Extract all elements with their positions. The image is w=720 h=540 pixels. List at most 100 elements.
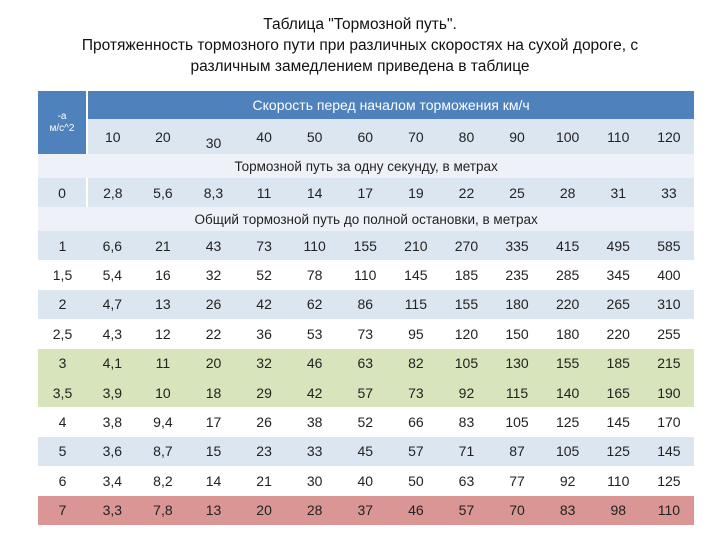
distance-cell: 29: [238, 377, 290, 408]
distance-cell: 66: [390, 407, 442, 437]
distance-cell: 155: [441, 289, 492, 320]
speed-header: Скорость перед началом торможения км/ч: [87, 91, 695, 119]
distance-cell: 215: [643, 348, 695, 378]
distance-cell: 170: [643, 407, 695, 437]
distance-cell: 3,8: [87, 407, 138, 437]
distance-cell: 30: [289, 466, 340, 496]
table-row: 2 4,7 13 26 42 62 86 115 155 180 220 265 310: [38, 289, 695, 320]
distance-cell: 125: [542, 407, 593, 437]
distance-cell: 4,1: [87, 348, 138, 378]
distance-cell: 120: [441, 319, 492, 349]
distance-cell: 38: [289, 407, 340, 437]
distance-cell: 265: [592, 289, 644, 320]
table-row: 6 3,4 8,2 14 21 30 40 50 63 77 92 110 125: [38, 466, 695, 496]
distance-cell: 77: [491, 466, 543, 496]
distance-cell: 185: [441, 260, 492, 290]
deceleration-header-unit: м/с^2: [49, 122, 75, 134]
distance-cell: 57: [390, 436, 442, 467]
distance-cell: 50: [390, 466, 442, 496]
distance-cell: 115: [390, 289, 442, 320]
per-second-row: 0 2,8 5,6 8,3 11 14 17 19 22 25 28 31 33: [38, 178, 695, 207]
distance-cell: 125: [643, 466, 695, 496]
speed-cell: 100: [542, 119, 593, 154]
deceleration-cell: 1,5: [38, 260, 87, 290]
distance-cell: 42: [289, 377, 340, 408]
distance-cell: 8,7: [137, 436, 189, 467]
distance-cell: 33: [289, 436, 340, 467]
distance-cell: 46: [390, 495, 442, 525]
distance-cell: 150: [491, 319, 543, 349]
distance-cell: 155: [339, 231, 391, 261]
per-second-caption: Тормозной путь за одну секунду, в метрах: [38, 154, 695, 178]
distance-cell: 17: [188, 407, 239, 437]
distance-cell: 10: [137, 377, 189, 408]
distance-cell: 345: [592, 260, 644, 290]
distance-cell: 155: [542, 348, 593, 378]
distance-cell: 140: [542, 377, 593, 408]
distance-cell: 36: [238, 319, 290, 349]
distance-cell: 285: [542, 260, 593, 290]
deceleration-header-symbol: -a: [57, 110, 67, 122]
distance-cell: 4,3: [87, 319, 138, 349]
table-row: 5 3,6 8,7 15 23 33 45 57 71 87 105 125 145: [38, 436, 695, 467]
distance-cell: 235: [491, 260, 543, 290]
distance-cell: 22: [441, 178, 492, 207]
distance-cell: 43: [188, 231, 239, 261]
distance-cell: 105: [441, 348, 492, 378]
distance-cell: 45: [339, 436, 391, 467]
distance-cell: 3,3: [87, 495, 138, 525]
distance-cell: 180: [542, 319, 593, 349]
distance-cell: 105: [491, 407, 543, 437]
distance-cell: 185: [592, 348, 644, 378]
braking-distance-table: -a м/с^2 Скорость перед началом торможен…: [38, 91, 695, 525]
distance-cell: 20: [238, 495, 290, 525]
distance-cell: 83: [542, 495, 593, 525]
distance-cell: 14: [188, 466, 239, 496]
table-row: 2,5 4,3 12 22 36 53 73 95 120 150 180 220 255: [38, 319, 695, 349]
distance-cell: 335: [491, 231, 543, 261]
title-line-3: различным замедлением приведена в таблиц…: [190, 58, 530, 75]
distance-cell: 92: [441, 377, 492, 408]
table-row: 3 4,1 11 20 32 46 63 82 105 130 155 185 215: [38, 348, 695, 378]
distance-cell: 310: [643, 289, 695, 320]
distance-cell: 71: [441, 436, 492, 467]
distance-cell: 270: [441, 231, 492, 261]
distance-cell: 11: [238, 178, 290, 207]
distance-cell: 7,8: [137, 495, 189, 525]
distance-cell: 220: [542, 289, 593, 320]
distance-cell: 16: [137, 260, 189, 290]
distance-cell: 255: [643, 319, 695, 349]
distance-cell: 37: [339, 495, 391, 525]
distance-cell: 26: [188, 289, 239, 320]
table-row: 1,5 5,4 16 32 52 78 110 145 185 235 285 345 400: [38, 260, 695, 290]
distance-cell: 105: [542, 436, 593, 467]
distance-cell: 18: [188, 377, 239, 408]
distance-cell: 145: [592, 407, 644, 437]
distance-cell: 5,4: [87, 260, 138, 290]
distance-cell: 145: [643, 436, 695, 467]
title-line-2: Протяженность тормозного пути при различ…: [81, 37, 639, 54]
page-title: Таблица "Тормозной путь". Протяженность …: [0, 14, 720, 77]
distance-cell: 12: [137, 319, 189, 349]
distance-cell: 63: [441, 466, 492, 496]
speed-cell: 20: [137, 119, 189, 154]
speed-cell: 90: [491, 119, 543, 154]
distance-cell: 210: [390, 231, 442, 261]
distance-cell: 28: [542, 178, 593, 207]
distance-cell: 110: [643, 495, 695, 525]
speed-cell: 70: [390, 119, 442, 154]
distance-cell: 87: [491, 436, 543, 467]
distance-cell: 6,6: [87, 231, 138, 261]
distance-cell: 28: [289, 495, 340, 525]
distance-cell: 125: [592, 436, 644, 467]
deceleration-cell: 2,5: [38, 319, 87, 349]
table-row: 4 3,8 9,4 17 26 38 52 66 83 105 125 145 170: [38, 407, 695, 437]
deceleration-cell: 5: [38, 436, 87, 467]
distance-cell: 19: [390, 178, 442, 207]
deceleration-cell: 6: [38, 466, 87, 496]
distance-cell: 57: [441, 495, 492, 525]
distance-cell: 42: [238, 289, 290, 320]
distance-cell: 21: [238, 466, 290, 496]
distance-cell: 32: [238, 348, 290, 378]
speed-row: 10 20 30 40 50 60 70 80 90 100 110 120: [38, 119, 695, 154]
